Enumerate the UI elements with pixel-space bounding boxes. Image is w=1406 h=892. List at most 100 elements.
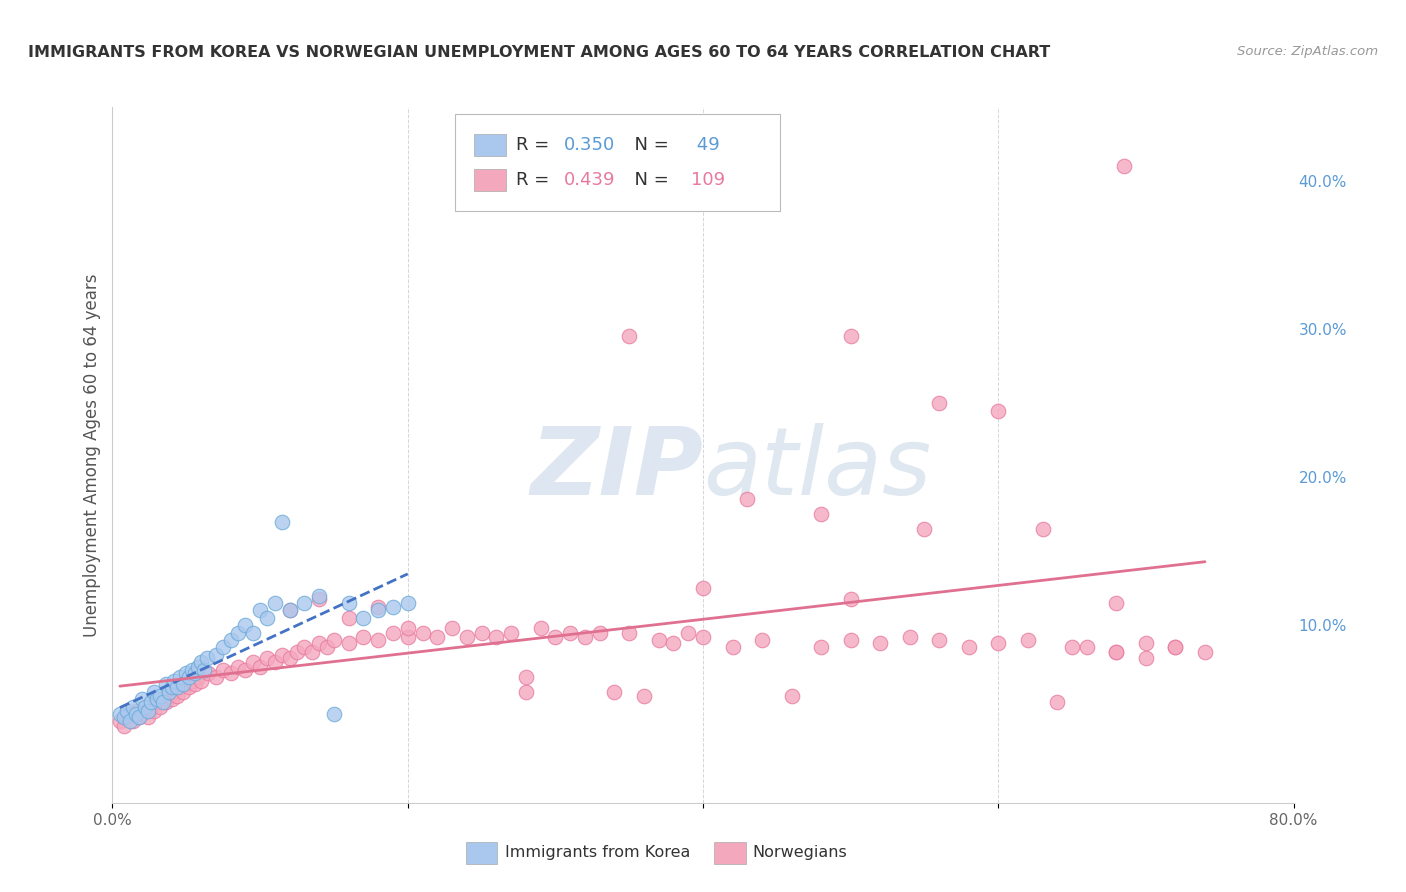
Point	[619, 625, 641, 640]
Point	[149, 699, 172, 714]
Text: N =: N =	[623, 171, 668, 189]
Point	[780, 690, 803, 704]
Point	[195, 650, 218, 665]
Point	[134, 699, 156, 714]
Point	[515, 685, 537, 699]
Point	[184, 665, 207, 680]
Point	[166, 690, 188, 704]
Point	[152, 695, 174, 709]
Point	[1105, 596, 1128, 610]
FancyBboxPatch shape	[474, 169, 506, 191]
Point	[426, 630, 449, 644]
Point	[914, 522, 936, 536]
Point	[249, 659, 271, 673]
Point	[190, 674, 212, 689]
Point	[155, 677, 177, 691]
Point	[205, 648, 228, 662]
Point	[558, 625, 582, 640]
Point	[233, 663, 256, 677]
Text: 109: 109	[692, 171, 725, 189]
Point	[242, 655, 264, 669]
FancyBboxPatch shape	[474, 134, 506, 156]
Point	[544, 630, 567, 644]
Point	[219, 632, 242, 647]
Point	[367, 632, 389, 647]
Point	[172, 685, 194, 699]
Point	[692, 581, 714, 595]
Point	[112, 710, 135, 724]
Point	[128, 710, 150, 724]
Text: atlas: atlas	[703, 424, 931, 515]
Point	[212, 663, 235, 677]
Point	[128, 710, 150, 724]
Point	[160, 692, 183, 706]
Point	[308, 591, 330, 606]
Point	[1164, 640, 1187, 655]
Point	[396, 630, 419, 644]
Point	[337, 636, 360, 650]
Text: Source: ZipAtlas.com: Source: ZipAtlas.com	[1237, 45, 1378, 58]
Point	[134, 704, 156, 718]
Point	[157, 690, 180, 704]
Point	[810, 640, 832, 655]
Point	[125, 704, 148, 718]
Point	[242, 625, 264, 640]
Point	[619, 329, 641, 343]
Point	[256, 611, 278, 625]
Point	[226, 659, 249, 673]
Point	[179, 670, 201, 684]
Point	[179, 681, 201, 695]
Point	[233, 618, 256, 632]
Point	[264, 655, 287, 669]
Point	[190, 655, 212, 669]
Point	[187, 670, 209, 684]
Point	[142, 685, 165, 699]
Point	[928, 632, 950, 647]
Point	[692, 630, 714, 644]
Point	[139, 695, 162, 709]
Point	[382, 625, 405, 640]
Y-axis label: Unemployment Among Ages 60 to 64 years: Unemployment Among Ages 60 to 64 years	[83, 273, 101, 637]
Point	[382, 600, 405, 615]
Point	[169, 670, 191, 684]
Point	[292, 640, 315, 655]
Point	[352, 611, 374, 625]
Point	[122, 699, 145, 714]
Point	[751, 632, 773, 647]
Point	[271, 515, 294, 529]
Point	[662, 636, 685, 650]
Point	[337, 611, 360, 625]
Point	[678, 625, 700, 640]
Point	[142, 704, 165, 718]
Point	[1017, 632, 1039, 647]
Point	[157, 685, 180, 699]
Point	[146, 695, 169, 709]
Point	[256, 650, 278, 665]
Point	[633, 690, 655, 704]
Point	[160, 681, 183, 695]
FancyBboxPatch shape	[714, 842, 745, 864]
Text: N =: N =	[623, 136, 668, 154]
Point	[136, 710, 159, 724]
Point	[647, 632, 671, 647]
Point	[456, 630, 478, 644]
Point	[264, 596, 287, 610]
Point	[181, 674, 204, 689]
Point	[411, 625, 433, 640]
Point	[737, 492, 759, 507]
FancyBboxPatch shape	[456, 114, 780, 211]
FancyBboxPatch shape	[465, 842, 498, 864]
Point	[131, 692, 153, 706]
Point	[131, 706, 153, 721]
Point	[1062, 640, 1084, 655]
Point	[120, 706, 142, 721]
Point	[278, 603, 301, 617]
Point	[120, 714, 142, 729]
Text: 0.350: 0.350	[564, 136, 614, 154]
Point	[839, 632, 862, 647]
Point	[957, 640, 980, 655]
Point	[485, 630, 508, 644]
Point	[193, 663, 215, 677]
Point	[470, 625, 494, 640]
Point	[163, 674, 186, 689]
